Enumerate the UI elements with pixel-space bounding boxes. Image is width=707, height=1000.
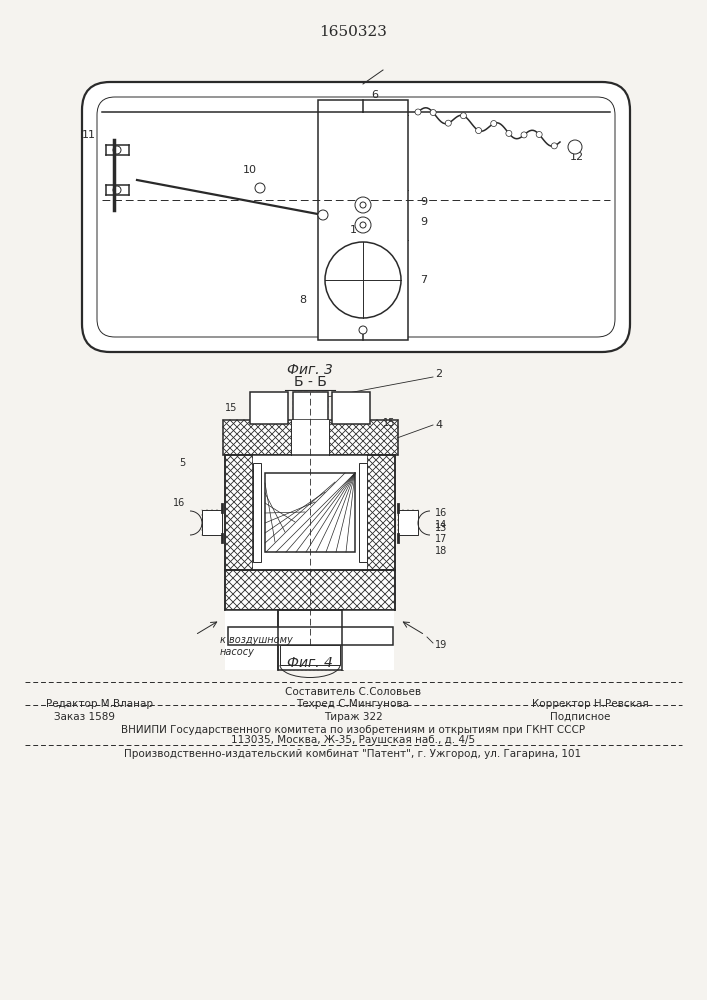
Text: 1: 1 xyxy=(349,225,356,235)
Text: Составитель С.Соловьев: Составитель С.Соловьев xyxy=(285,687,421,697)
Circle shape xyxy=(536,131,542,137)
Circle shape xyxy=(506,130,512,136)
Bar xyxy=(253,455,367,570)
Text: к воздушному: к воздушному xyxy=(220,635,293,645)
Circle shape xyxy=(355,197,371,213)
Text: 13: 13 xyxy=(435,523,448,533)
Circle shape xyxy=(355,217,371,233)
Text: 9: 9 xyxy=(420,217,427,227)
Text: 2: 2 xyxy=(435,369,442,379)
Text: 6: 6 xyxy=(371,90,378,100)
Bar xyxy=(291,420,330,455)
Circle shape xyxy=(325,242,401,318)
Circle shape xyxy=(491,121,497,127)
Bar xyxy=(280,645,340,665)
Circle shape xyxy=(445,120,451,126)
Circle shape xyxy=(521,132,527,138)
Text: 10: 10 xyxy=(243,165,257,175)
Text: Редактор М.Вланар: Редактор М.Вланар xyxy=(47,699,153,709)
Circle shape xyxy=(460,113,467,119)
Text: Подписное: Подписное xyxy=(550,712,610,722)
Text: 1650323: 1650323 xyxy=(319,25,387,39)
Text: ВНИИПИ Государственного комитета по изобретениям и открытиям при ГКНТ СССР: ВНИИПИ Государственного комитета по изоб… xyxy=(121,725,585,735)
Bar xyxy=(225,610,277,670)
Bar xyxy=(225,455,253,570)
Text: 15: 15 xyxy=(225,403,237,413)
Text: Тираж 322: Тираж 322 xyxy=(324,712,382,722)
Text: 15: 15 xyxy=(383,418,395,428)
Circle shape xyxy=(255,183,265,193)
Text: 4: 4 xyxy=(435,420,442,430)
Bar xyxy=(265,473,355,552)
Text: Фиг. 4: Фиг. 4 xyxy=(287,656,333,670)
Text: Б - Б: Б - Б xyxy=(293,375,327,389)
Bar xyxy=(278,610,343,670)
Circle shape xyxy=(359,326,367,334)
Text: 16: 16 xyxy=(435,508,448,518)
Bar xyxy=(359,463,367,562)
Text: 12: 12 xyxy=(570,152,584,162)
Text: 113035, Москва, Ж-35, Раушская наб., д. 4/5: 113035, Москва, Ж-35, Раушская наб., д. … xyxy=(231,735,475,745)
Bar xyxy=(318,100,408,340)
Circle shape xyxy=(318,210,328,220)
Text: 9: 9 xyxy=(420,197,427,207)
Bar xyxy=(253,463,261,562)
Circle shape xyxy=(415,109,421,115)
Bar xyxy=(225,570,395,610)
Bar xyxy=(398,510,418,535)
Bar xyxy=(332,392,370,424)
Bar xyxy=(202,510,222,535)
Text: 18: 18 xyxy=(435,546,448,556)
Text: 11: 11 xyxy=(82,130,96,140)
Bar xyxy=(342,610,394,670)
Text: Корректор Н.Ревская: Корректор Н.Ревская xyxy=(532,699,648,709)
Bar xyxy=(228,627,393,645)
Circle shape xyxy=(551,143,557,149)
Text: 16: 16 xyxy=(173,498,185,508)
Circle shape xyxy=(430,110,436,116)
Circle shape xyxy=(476,128,481,134)
Text: 8: 8 xyxy=(299,295,306,305)
Bar xyxy=(250,392,288,424)
Text: Производственно-издательский комбинат "Патент", г. Ужгород, ул. Гагарина, 101: Производственно-издательский комбинат "П… xyxy=(124,749,582,759)
Circle shape xyxy=(568,140,582,154)
Text: Фиг. 3: Фиг. 3 xyxy=(287,363,333,377)
Text: 7: 7 xyxy=(420,275,427,285)
Text: 19: 19 xyxy=(435,640,448,650)
FancyBboxPatch shape xyxy=(82,82,630,352)
Text: Техред С.Мингунова: Техред С.Мингунова xyxy=(296,699,409,709)
Text: 5: 5 xyxy=(179,458,185,468)
Bar xyxy=(223,420,398,455)
Bar xyxy=(225,570,395,580)
Text: Заказ 1589: Заказ 1589 xyxy=(54,712,115,722)
Bar xyxy=(367,455,395,570)
Text: насосу: насосу xyxy=(220,647,255,657)
Text: 17: 17 xyxy=(435,534,448,544)
Bar xyxy=(293,392,328,420)
Text: 14: 14 xyxy=(435,520,448,530)
